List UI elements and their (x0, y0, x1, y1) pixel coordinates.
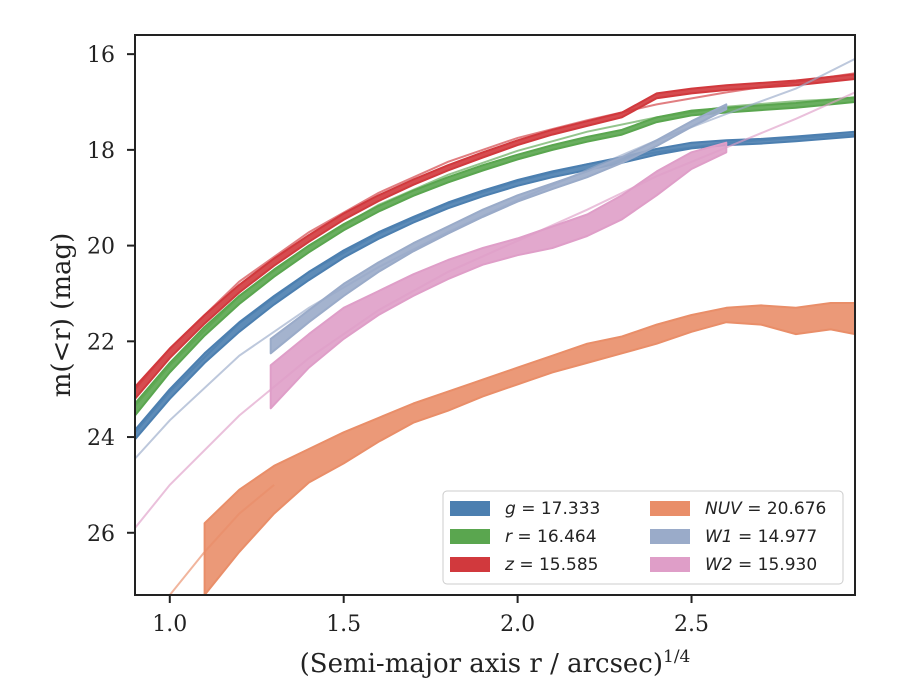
legend-label-3: NUV = 20.676 (705, 499, 826, 519)
x-axis-label-main: (Semi-major axis r / arcsec) (300, 649, 663, 679)
series-model-line-1 (135, 97, 855, 407)
legend-swatch-0 (450, 501, 490, 516)
x-tick-label-1: 1.5 (326, 612, 361, 637)
x-tick-label-0: 1.0 (152, 612, 187, 637)
series-band-0 (135, 130, 855, 441)
series-band-4 (269, 103, 728, 355)
legend-label-2: z = 15.585 (504, 555, 598, 575)
x-tick-label-3: 2.5 (674, 612, 709, 637)
y-tick-label-4: 24 (87, 426, 115, 451)
y-tick-label-5: 26 (87, 522, 115, 547)
y-tick-label-1: 18 (87, 139, 115, 164)
legend-label-1: r = 16.464 (505, 527, 597, 547)
y-tick-label-3: 22 (87, 330, 115, 355)
series-model-line-3 (169, 484, 275, 595)
legend-swatch-2 (450, 557, 490, 572)
series-model-line-5 (135, 91, 855, 529)
legend: g = 17.333 r = 16.464 z = 15.585 NUV = 20.6… (442, 490, 844, 585)
series-layer (135, 58, 855, 595)
x-axis-label: (Semi-major axis r / arcsec)1/4 (300, 647, 691, 679)
legend-label-4: W1 = 14.977 (705, 527, 817, 547)
series-band-3 (203, 302, 855, 595)
legend-swatch-1 (450, 529, 490, 544)
legend-label-5: W2 = 15.930 (705, 555, 817, 575)
y-axis-label: m(<r) (mag) (47, 233, 77, 398)
series-model-line-4 (135, 58, 855, 460)
legend-swatch-3 (650, 501, 690, 516)
legend-swatch-5 (650, 557, 690, 572)
series-band-5 (269, 141, 728, 410)
plot-frame (134, 34, 856, 596)
x-tick-label-2: 2.0 (500, 612, 535, 637)
x-axis-label-superscript: 1/4 (663, 647, 690, 667)
legend-label-0: g = 17.333 (505, 499, 600, 519)
series-band-2 (135, 73, 855, 400)
ticks-layer: 1.0 1.5 2.0 2.5 16 18 20 22 24 26 (87, 43, 709, 637)
y-tick-label-2: 20 (87, 235, 115, 260)
legend-box (442, 490, 844, 585)
y-tick-label-0: 16 (87, 43, 115, 68)
legend-swatch-4 (650, 529, 690, 544)
series-model-line-2 (135, 72, 855, 390)
